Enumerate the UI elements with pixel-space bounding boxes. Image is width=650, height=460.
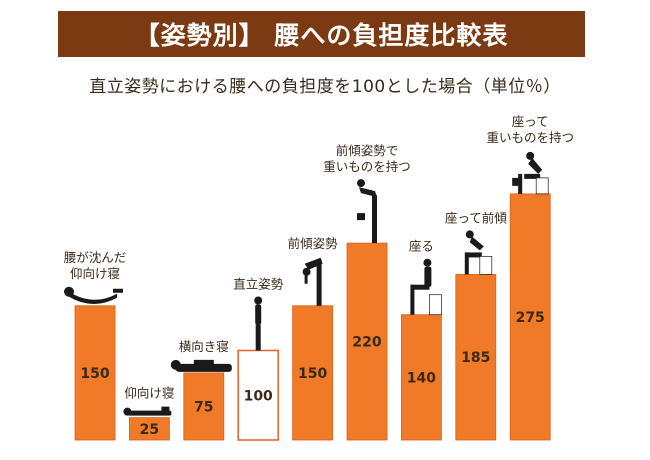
value-label-5: 220 xyxy=(352,335,381,351)
category-label-3-0: 直立姿勢 xyxy=(233,277,284,292)
bar-2 xyxy=(183,372,225,441)
supine-figure-icon xyxy=(123,406,172,416)
category-label-8-1: 重いものを持つ xyxy=(486,130,574,145)
sitting-figure-icon xyxy=(410,258,442,316)
chart-title-banner: 【姿勢別】 腰への負担度比較表 xyxy=(58,11,585,57)
bar-5 xyxy=(346,242,388,441)
category-label-5-1: 重いものを持つ xyxy=(323,159,411,174)
chart-title: 【姿勢別】 腰への負担度比較表 xyxy=(134,21,509,50)
chart-subtitle: 直立姿勢における腰への負担度を100とした場合（単位％） xyxy=(89,77,561,97)
category-label-1-0: 仰向け寝 xyxy=(124,386,174,401)
category-label-2-0: 横向き寝 xyxy=(179,339,229,354)
value-label-2: 75 xyxy=(194,399,213,415)
value-label-3: 100 xyxy=(244,388,273,404)
category-label-8-0: 座って xyxy=(512,114,549,129)
value-label-6: 140 xyxy=(407,370,436,386)
value-label-8: 275 xyxy=(516,310,545,326)
category-label-4-0: 前傾姿勢 xyxy=(288,236,339,251)
value-label-4: 150 xyxy=(298,366,327,382)
side-lying-figure-icon xyxy=(170,359,232,372)
bar-7 xyxy=(455,274,497,441)
category-label-7-0: 座って前傾 xyxy=(445,210,507,225)
sitting-forward-lean-figure-icon xyxy=(464,230,493,275)
standing-figure-icon xyxy=(254,296,263,351)
bar-8 xyxy=(509,193,551,441)
bar-6 xyxy=(400,314,442,441)
category-label-5-0: 前傾姿勢で xyxy=(336,143,399,158)
sitting-lifting-figure-icon xyxy=(512,151,549,195)
forward-bend-figure-icon xyxy=(302,257,323,306)
bar-4 xyxy=(292,305,334,441)
value-label-1: 25 xyxy=(140,422,159,438)
bar-0 xyxy=(74,305,116,441)
category-label-0-0: 腰が沈んだ xyxy=(64,250,127,265)
category-label-0-1: 仰向け寝 xyxy=(70,266,120,281)
bar-1 xyxy=(128,417,170,441)
category-label-6-0: 座る xyxy=(409,239,434,254)
value-label-7: 185 xyxy=(461,350,490,366)
forward-bend-lifting-figure-icon xyxy=(357,179,377,244)
value-label-0: 150 xyxy=(80,366,109,382)
sagging-supine-figure-icon xyxy=(64,286,123,305)
